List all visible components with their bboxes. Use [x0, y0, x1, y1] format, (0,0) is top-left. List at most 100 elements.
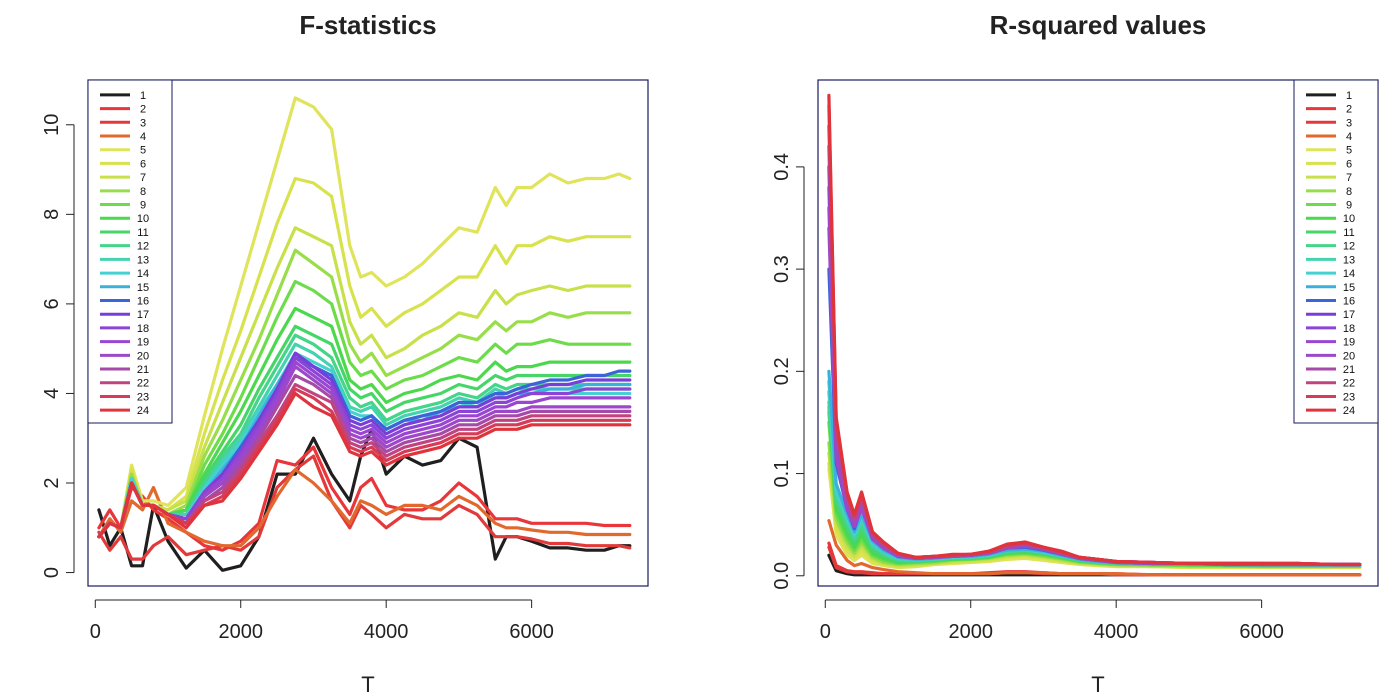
series-line-9 — [827, 420, 1362, 568]
series-line-3 — [97, 454, 632, 561]
y-tick-label: 0.0 — [771, 562, 793, 590]
series-line-18 — [827, 185, 1362, 567]
series-group — [97, 96, 632, 572]
series-line-5 — [827, 466, 1362, 570]
legend-label: 11 — [137, 227, 148, 239]
legend-label: 22 — [1343, 378, 1355, 390]
legend-label: 3 — [1346, 117, 1352, 129]
series-line-6 — [827, 461, 1362, 569]
y-tick-label: 10 — [41, 114, 63, 136]
legend-label: 24 — [137, 405, 149, 417]
legend-label: 21 — [137, 364, 149, 376]
legend-label: 13 — [137, 254, 149, 266]
legend-label: 20 — [137, 350, 149, 362]
x-tick-label: 2000 — [218, 621, 263, 643]
series-line-7 — [97, 226, 632, 539]
legend-label: 22 — [137, 378, 149, 390]
y-tick-label: 0.2 — [771, 357, 793, 385]
series-line-24 — [97, 391, 632, 539]
series-line-5 — [97, 96, 632, 539]
series-line-20 — [827, 226, 1362, 567]
legend-label: 5 — [140, 145, 146, 157]
series-line-21 — [827, 144, 1362, 567]
legend-label: 10 — [137, 213, 149, 225]
legend-label: 1 — [1346, 90, 1352, 102]
legend-label: 5 — [1346, 145, 1352, 157]
legend-box — [87, 79, 173, 424]
x-tick-label: 6000 — [1239, 621, 1284, 643]
legend-label: 12 — [137, 241, 149, 253]
legend-label: 19 — [137, 337, 149, 349]
x-tick-label: 2000 — [948, 621, 993, 643]
legend-label: 17 — [137, 309, 149, 321]
y-tick-label: 0 — [41, 567, 63, 578]
series-line-2 — [97, 445, 632, 552]
legend-label: 1 — [140, 90, 146, 102]
legend-label: 2 — [1346, 104, 1352, 116]
legend-label: 7 — [1346, 172, 1352, 184]
legend-label: 20 — [1343, 350, 1355, 362]
series-line-13 — [827, 390, 1362, 568]
legend-label: 9 — [140, 200, 146, 212]
x-axis-label: T — [1091, 672, 1104, 697]
legend-label: 13 — [1343, 254, 1355, 266]
chart-title: F-statistics — [299, 10, 436, 40]
y-tick-label: 0.3 — [771, 255, 793, 283]
legend-label: 14 — [1343, 268, 1355, 280]
legend-label: 2 — [140, 104, 146, 116]
legend-label: 14 — [137, 268, 149, 280]
legend-label: 4 — [140, 131, 146, 143]
series-line-7 — [827, 451, 1362, 569]
legend-label: 21 — [1343, 364, 1355, 376]
legend-label: 16 — [1343, 295, 1355, 307]
x-tick-label: 6000 — [509, 621, 554, 643]
series-line-24 — [827, 93, 1362, 567]
series-line-4 — [827, 518, 1362, 577]
legend-label: 18 — [137, 323, 149, 335]
y-tick-label: 6 — [41, 298, 63, 309]
legend-label: 15 — [137, 282, 149, 294]
legend-label: 24 — [1343, 405, 1355, 417]
x-tick-label: 0 — [820, 621, 831, 643]
legend-label: 3 — [140, 117, 146, 129]
legend-label: 10 — [1343, 213, 1355, 225]
legend-label: 15 — [1343, 282, 1355, 294]
legend-label: 18 — [1343, 323, 1355, 335]
r-squared-panel: R-squared values 0 2000 4000 6000 T 0.0 0.1 0.2 0… — [771, 10, 1379, 697]
series-line-17 — [827, 165, 1362, 567]
series-line-19 — [827, 206, 1362, 567]
legend-label: 12 — [1343, 241, 1355, 253]
series-line-8 — [827, 441, 1362, 569]
series-line-16 — [827, 267, 1362, 567]
legend-label: 6 — [1346, 158, 1352, 170]
legend-label: 8 — [1346, 186, 1352, 198]
y-tick-label: 4 — [41, 388, 63, 399]
series-group — [827, 93, 1362, 577]
x-tick-label: 4000 — [1094, 621, 1139, 643]
series-line-22 — [827, 124, 1362, 567]
legend-label: 6 — [140, 158, 146, 170]
legend-label: 23 — [137, 391, 149, 403]
x-axis-label: T — [361, 672, 374, 697]
series-line-12 — [827, 400, 1362, 568]
legend-label: 19 — [1343, 337, 1355, 349]
series-line-23 — [827, 103, 1362, 567]
legend-label: 4 — [1346, 131, 1352, 143]
x-tick-label: 0 — [90, 621, 101, 643]
legend-label: 17 — [1343, 309, 1355, 321]
legend-label: 16 — [137, 295, 149, 307]
y-tick-label: 0.1 — [771, 460, 793, 488]
legend-box — [1293, 79, 1379, 424]
legend-label: 9 — [1346, 200, 1352, 212]
chart-title: R-squared values — [990, 10, 1207, 40]
series-line-15 — [827, 369, 1362, 567]
series-line-10 — [827, 410, 1362, 568]
y-tick-label: 0.4 — [771, 153, 793, 181]
y-tick-label: 8 — [41, 209, 63, 220]
series-line-11 — [827, 405, 1362, 568]
legend-label: 8 — [140, 186, 146, 198]
